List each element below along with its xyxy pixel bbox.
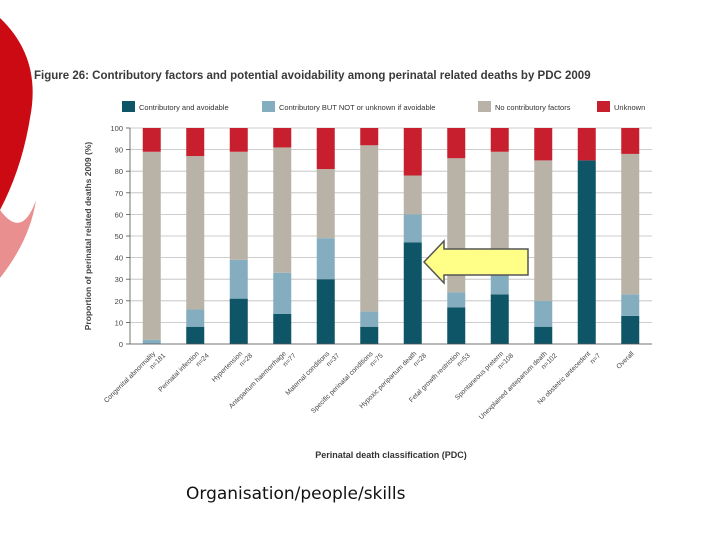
y-tick-label: 90 (115, 146, 123, 155)
y-tick-label: 100 (110, 124, 123, 133)
y-tick-label: 10 (115, 318, 123, 327)
bar-segment (403, 214, 422, 243)
bar-segment (534, 128, 553, 161)
bar-segment (316, 169, 335, 239)
x-axis-label: Perinatal death classification (PDC) (315, 450, 467, 460)
y-axis: 0 10 20 30 40 50 60 70 80 90 100 (110, 124, 131, 349)
chart-legend: Contributory and avoidable Contributory B… (122, 101, 645, 112)
bar-segment (621, 153, 640, 295)
x-tick-label: Hypertension (211, 350, 244, 383)
bar-segment (316, 279, 335, 344)
y-tick-label: 60 (115, 210, 123, 219)
bar-segment (186, 326, 205, 344)
bar-segment (360, 128, 379, 146)
bar-segment (273, 147, 292, 273)
bar-segment (403, 128, 422, 176)
bar-segment (229, 151, 248, 260)
bar-segment (316, 128, 335, 170)
y-tick-label: 30 (115, 275, 123, 284)
y-tick-label: 70 (115, 189, 123, 198)
bar-segment (577, 160, 596, 344)
slide-caption: Organisation/people/skills (186, 484, 406, 504)
legend-swatch (597, 101, 610, 112)
bar-segment (490, 128, 509, 152)
slide-corner-decoration (0, 18, 36, 278)
bar-segment (447, 128, 466, 159)
legend-label: Contributory and avoidable (139, 103, 229, 112)
bar-segment (273, 313, 292, 344)
red-curve-shape (0, 18, 33, 210)
bar-segment (447, 307, 466, 344)
bar-segment (577, 128, 596, 161)
y-tick-label: 40 (115, 254, 123, 263)
legend-label: Unknown (614, 103, 645, 112)
bar-segment (403, 175, 422, 215)
legend-label: No contributory factors (495, 103, 571, 112)
stacked-bar-chart: Contributory and avoidable Contributory B… (83, 101, 652, 460)
bar-segment (490, 151, 509, 269)
bar-segment (534, 160, 553, 301)
bar-segment (534, 326, 553, 344)
legend-swatch (122, 101, 135, 112)
legend-swatch (262, 101, 275, 112)
bar-segment (229, 298, 248, 344)
bar-segment (142, 151, 161, 340)
x-tick-label: Congenital abnormality (103, 350, 158, 405)
bar-segment (360, 311, 379, 327)
bar-segment (621, 315, 640, 344)
bar-segment (490, 294, 509, 344)
bar-segment (229, 259, 248, 299)
bar-segment (621, 294, 640, 316)
bar-segment (186, 128, 205, 157)
bar-segment (534, 300, 553, 327)
legend-label: Contributory BUT NOT or unknown if avoid… (279, 103, 435, 112)
bar-segment (229, 128, 248, 152)
y-tick-label: 20 (115, 297, 123, 306)
legend-swatch (478, 101, 491, 112)
bar-segment (447, 292, 466, 308)
y-tick-label: 50 (115, 232, 123, 241)
x-tick-label: Overall (615, 350, 636, 371)
bar-segment (403, 242, 422, 344)
y-tick-label: 80 (115, 167, 123, 176)
bar-segment (142, 339, 161, 344)
x-tick-n-label: n=7 (589, 352, 602, 365)
bars-group (142, 128, 640, 344)
bar-segment (273, 128, 292, 148)
bar-segment (316, 238, 335, 280)
figure-title: Figure 26: Contributory factors and pote… (34, 70, 591, 82)
left-arrow-icon (422, 239, 529, 285)
pink-curve-shape (0, 200, 36, 278)
bar-segment (142, 128, 161, 152)
gridlines (130, 127, 652, 345)
bar-segment (621, 128, 640, 154)
y-tick-label: 0 (119, 340, 123, 349)
bar-segment (360, 326, 379, 344)
bar-segment (360, 145, 379, 312)
bar-segment (273, 272, 292, 314)
bar-segment (186, 156, 205, 310)
y-axis-label: Proportion of perinatal related deaths 2… (83, 142, 93, 331)
bar-segment (186, 309, 205, 327)
